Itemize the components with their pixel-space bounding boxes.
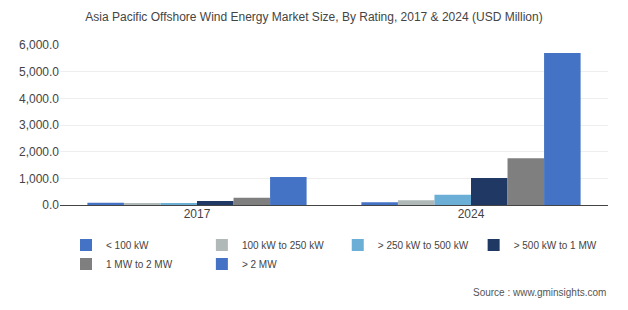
svg-text:> 250 kW to 500 kW: > 250 kW to 500 kW	[378, 240, 469, 251]
svg-text:5,000.0: 5,000.0	[19, 65, 59, 79]
svg-text:2017: 2017	[184, 207, 211, 221]
svg-text:100 kW to 250 kW: 100 kW to 250 kW	[242, 240, 324, 251]
svg-text:3,000.0: 3,000.0	[19, 118, 59, 132]
svg-text:> 500 kW to 1 MW: > 500 kW to 1 MW	[514, 240, 597, 251]
svg-text:> 2 MW: > 2 MW	[242, 259, 277, 270]
svg-text:4,000.0: 4,000.0	[19, 92, 59, 106]
svg-text:Asia Pacific Offshore Wind Ene: Asia Pacific Offshore Wind Energy Market…	[85, 10, 542, 24]
svg-text:1,000.0: 1,000.0	[19, 172, 59, 186]
svg-text:1 MW to 2 MW: 1 MW to 2 MW	[106, 259, 173, 270]
svg-text:6,000.0: 6,000.0	[19, 38, 59, 52]
svg-text:< 100 kW: < 100 kW	[106, 240, 149, 251]
svg-text:2024: 2024	[458, 207, 485, 221]
svg-text:2,000.0: 2,000.0	[19, 145, 59, 159]
svg-text:Source : www.gminsights.com: Source : www.gminsights.com	[473, 287, 606, 298]
svg-text:0.0: 0.0	[42, 198, 59, 212]
